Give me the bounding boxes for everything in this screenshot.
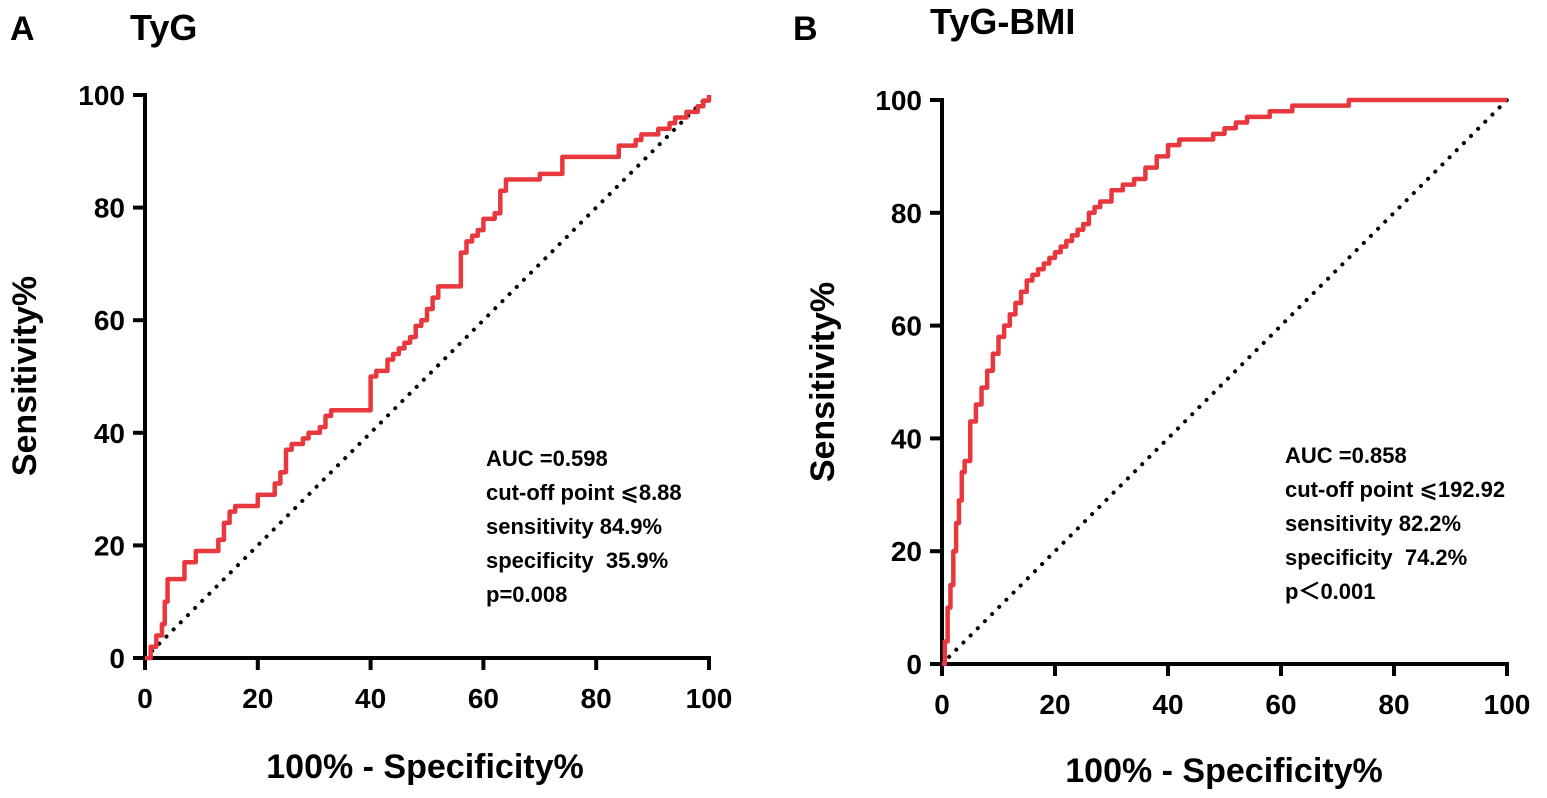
panel-a-title: TyG — [130, 7, 197, 48]
panel-a-auc: AUC =0.598 — [486, 446, 608, 471]
panel-b-x-tick-label: 0 — [934, 689, 950, 720]
panel-a-reference-diagonal — [143, 93, 711, 660]
panel-b-x-tick-label: 40 — [1152, 689, 1183, 720]
panel-b-x-tick-label: 100 — [1484, 689, 1531, 720]
panel-a-y-axis-title: Sensitivity% — [6, 276, 44, 476]
panel-a-x-tick-label: 20 — [242, 683, 273, 714]
panel-b-auc: AUC =0.858 — [1285, 443, 1407, 468]
panel-b-y-tick-label: 40 — [891, 423, 922, 454]
panel-a-specificity: specificity 35.9% — [486, 548, 668, 573]
panel-b-x-tick-label: 20 — [1039, 689, 1070, 720]
panel-b-sensitivity: sensitivity 82.2% — [1285, 511, 1461, 536]
panel-a-y-tick-label: 0 — [109, 643, 125, 674]
panel-b-chart: B TyG-BMI 0 20 40 60 80 100 0 20 40 60 80 100 100% … — [793, 1, 1530, 790]
panel-b-y-tick-label: 100 — [875, 85, 922, 116]
panel-a-y-tick-label: 40 — [94, 418, 125, 449]
panel-a-chart: A TyG 0 20 40 60 80 100 0 20 40 60 80 100 100% - Sp… — [6, 7, 732, 786]
panel-b-letter: B — [793, 10, 818, 48]
panel-b-x-tick-label: 60 — [1265, 689, 1296, 720]
panel-a-y-tick-label: 80 — [94, 193, 125, 224]
panel-b-y-tick-label: 60 — [891, 311, 922, 342]
panel-b-annotation-box: AUC =0.858 cut-off point ⩽192.92 sensiti… — [1285, 443, 1505, 604]
panel-a-x-tick-label: 60 — [468, 683, 499, 714]
panel-a-axes: 0 20 40 60 80 100 0 20 40 60 80 100 — [78, 80, 732, 714]
panel-b-x-tick-label: 80 — [1378, 689, 1409, 720]
panel-a-x-tick-label: 100 — [686, 683, 733, 714]
panel-b-cutoff: cut-off point ⩽192.92 — [1285, 477, 1505, 502]
panel-b-title: TyG-BMI — [930, 1, 1075, 42]
panel-b-specificity: specificity 74.2% — [1285, 545, 1467, 570]
panel-a-letter: A — [10, 10, 35, 48]
panel-b-roc-curve — [942, 97, 1507, 667]
panel-a-cutoff: cut-off point ⩽8.88 — [486, 480, 682, 505]
panel-b-p-value: p＜0.001 — [1285, 579, 1376, 604]
panel-a-y-tick-label: 60 — [94, 305, 125, 336]
panel-a-roc-curve — [145, 95, 712, 661]
panel-a-x-tick-label: 40 — [355, 683, 386, 714]
panel-a-y-tick-label: 20 — [94, 530, 125, 561]
panel-b-y-tick-label: 0 — [906, 649, 922, 680]
panel-b-y-axis-title: Sensitivity% — [804, 282, 842, 482]
panel-a-sensitivity: sensitivity 84.9% — [486, 514, 662, 539]
panel-b-axes: 0 20 40 60 80 100 0 20 40 60 80 100 — [875, 85, 1530, 720]
panel-a-y-tick-label: 100 — [78, 80, 125, 111]
panel-b-x-axis-title: 100% - Specificity% — [1065, 752, 1382, 790]
panel-b-y-tick-label: 20 — [891, 536, 922, 567]
panel-a-x-tick-label: 0 — [137, 683, 153, 714]
panel-a-x-axis-title: 100% - Specificity% — [266, 748, 583, 786]
panel-a-annotation-box: AUC =0.598 cut-off point ⩽8.88 sensitivi… — [486, 446, 682, 607]
panel-b-reference-diagonal — [940, 98, 1509, 666]
panel-a-x-tick-label: 80 — [581, 683, 612, 714]
panel-a-p-value: p=0.008 — [486, 582, 567, 607]
panel-b-y-tick-label: 80 — [891, 198, 922, 229]
